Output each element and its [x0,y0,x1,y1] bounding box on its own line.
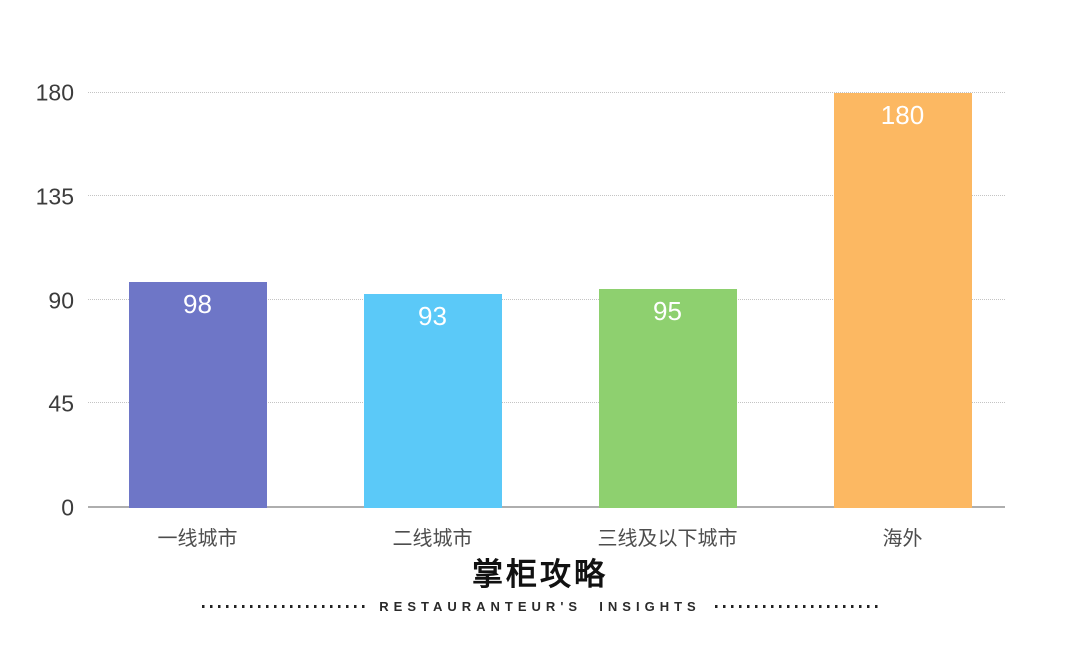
bar-value-label: 98 [183,289,212,320]
bar-三线及以下城市: 95 [598,288,737,508]
bar-slot: 98 [80,93,315,508]
brand-footer: 掌柜攻略 RESTAURANTEUR'S INSIGHTS [0,556,1080,614]
y-axis: 0 45 90 135 180 [0,81,74,519]
x-tick-label-海外: 海外 [882,528,923,550]
grid-line-45 [88,401,1005,403]
y-tick-label-45: 45 [48,390,74,417]
bar-slot: 95 [550,93,785,508]
dotted-rule-right [714,605,878,609]
bar-slot: 93 [315,93,550,508]
bar-value-label: 180 [880,100,925,130]
bar-二线城市: 93 [363,293,502,508]
brand-subtitle-english: RESTAURANTEUR'S INSIGHTS [379,599,701,615]
brand-subtitle-row: RESTAURANTEUR'S INSIGHTS [0,599,1080,614]
grid-line-135 [88,195,1005,197]
bar-value-label: 95 [653,295,682,326]
y-tick-label-90: 90 [48,287,74,313]
plot-area [88,92,1005,508]
bar-一线城市: 98 [128,282,267,508]
bars-row: 98 93 95 180 [80,93,1020,508]
x-axis: 一线城市 二线城市 三线及以下城市 海外 [80,514,1020,551]
y-tick-label-180: 180 [35,79,74,106]
y-tick-label-0: 0 [61,494,74,521]
bar-海外: 180 [833,93,972,508]
y-tick-label-135: 135 [35,183,74,210]
dotted-rule-left [202,605,366,609]
brand-logo-chinese: 掌柜攻略 [472,557,608,592]
x-tick-label-三线及以下城市: 三线及以下城市 [597,528,738,550]
x-tick-label-二线城市: 二线城市 [392,528,473,550]
bar-value-label: 93 [418,300,447,331]
bar-slot: 180 [785,93,1020,508]
x-tick-label-一线城市: 一线城市 [157,528,238,550]
grid-line-180 [88,92,1005,93]
grid-line-90 [88,298,1005,300]
